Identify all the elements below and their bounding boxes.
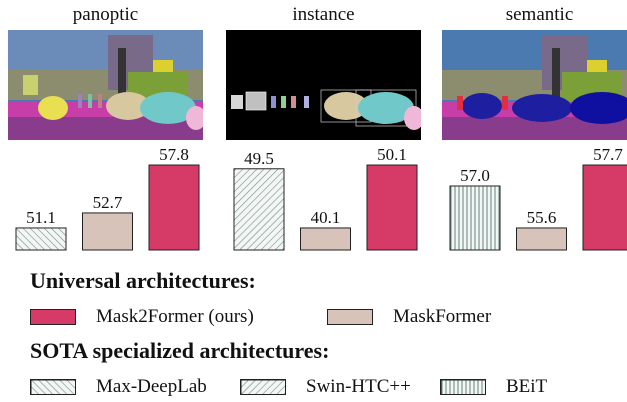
panoptic-title: panoptic (72, 4, 139, 25)
bar-value-label: 40.1 (311, 208, 341, 227)
instance-title: instance (292, 4, 355, 25)
bar-max-deeplab (15, 227, 67, 251)
legend-item-swin-htc: Swin-HTC++ (240, 375, 411, 399)
bar-maskformer (300, 227, 351, 251)
bar-beit (449, 185, 501, 251)
legend: Universal architectures: Mask2Former (ou… (30, 268, 620, 402)
instance-panel: instance 49.5 40.1 50.1 (226, 0, 421, 260)
panoptic-segmentation-image (8, 30, 203, 140)
legend-item-mask2former: Mask2Former (ours) (30, 305, 254, 329)
semantic-panel: semantic 57.0 55.6 57.7 (442, 0, 627, 260)
max-deeplab-swatch (30, 379, 76, 395)
instance-chart: 49.5 40.1 50.1 (233, 145, 418, 251)
legend-item-maskformer: MaskFormer (327, 305, 491, 329)
semantic-title: semantic (505, 4, 574, 25)
bar-value-label: 57.7 (593, 145, 623, 164)
semantic-segmentation-image (442, 30, 627, 140)
bar-mask2former-ours- (148, 164, 200, 251)
panoptic-panel: panoptic 51.1 52.7 57.8 (8, 0, 203, 260)
bar-mask2former-ours- (366, 164, 418, 251)
bar-mask2former-ours- (582, 164, 627, 251)
bar-value-label: 50.1 (377, 145, 407, 164)
bar-value-label: 51.1 (26, 208, 56, 227)
sota-legend-row: Max-DeepLab Swin-HTC++ BEiT (30, 375, 620, 399)
maskformer-swatch (327, 309, 373, 325)
beit-swatch (440, 379, 486, 395)
legend-item-max-deeplab: Max-DeepLab (30, 375, 207, 399)
bar-value-label: 55.6 (527, 208, 557, 227)
bar-value-label: 57.0 (460, 166, 490, 185)
sota-heading: SOTA specialized architectures: (30, 338, 330, 363)
legend-label-maskformer: MaskFormer (393, 306, 492, 327)
universal-heading: Universal architectures: (30, 268, 256, 293)
legend-label-beit: BEiT (506, 376, 548, 397)
bar-maskformer (516, 227, 567, 251)
mask2former-swatch (30, 309, 76, 325)
bar-maskformer (82, 212, 133, 251)
bar-value-label: 52.7 (93, 193, 123, 212)
instance-segmentation-image (226, 30, 421, 140)
bar-value-label: 49.5 (244, 149, 274, 168)
bar-swin-htc- (233, 168, 285, 251)
universal-legend-row: Mask2Former (ours) MaskFormer (30, 305, 620, 329)
semantic-chart: 57.0 55.6 57.7 (449, 145, 627, 251)
swin-htc-swatch (240, 379, 286, 395)
bar-value-label: 57.8 (159, 145, 189, 164)
legend-label-swin-htc: Swin-HTC++ (306, 376, 411, 397)
panoptic-chart: 51.1 52.7 57.8 (15, 145, 200, 251)
legend-label-max-deeplab: Max-DeepLab (96, 376, 207, 397)
legend-item-beit: BEiT (440, 375, 547, 399)
legend-label-mask2former: Mask2Former (ours) (96, 306, 254, 327)
